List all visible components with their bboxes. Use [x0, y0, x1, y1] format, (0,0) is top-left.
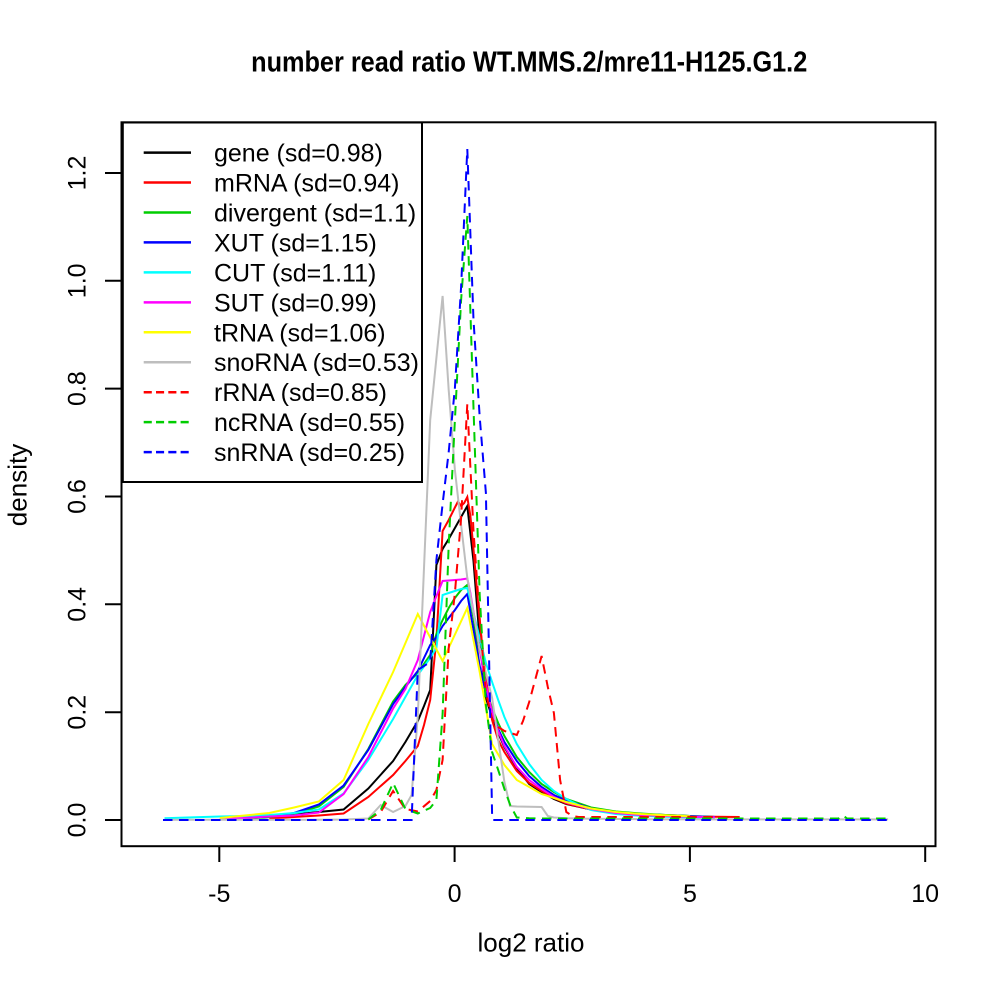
svg-text:0.6: 0.6 — [64, 479, 92, 514]
svg-text:10: 10 — [911, 880, 939, 908]
svg-text:snRNA (sd=0.25): snRNA (sd=0.25) — [214, 439, 405, 467]
svg-text:rRNA (sd=0.85): rRNA (sd=0.85) — [214, 379, 387, 407]
svg-text:1.0: 1.0 — [64, 263, 92, 298]
svg-text:log2 ratio: log2 ratio — [478, 928, 585, 958]
svg-text:snoRNA (sd=0.53): snoRNA (sd=0.53) — [214, 349, 419, 377]
svg-text:5: 5 — [683, 880, 697, 908]
svg-text:mRNA (sd=0.94): mRNA (sd=0.94) — [214, 170, 400, 198]
svg-text:XUT (sd=1.15): XUT (sd=1.15) — [214, 229, 377, 257]
svg-text:-5: -5 — [208, 880, 230, 908]
svg-text:ncRNA (sd=0.55): ncRNA (sd=0.55) — [214, 409, 405, 437]
svg-text:gene (sd=0.98): gene (sd=0.98) — [214, 140, 383, 168]
svg-text:number read ratio WT.MMS.2/mre: number read ratio WT.MMS.2/mre11-H125.G1… — [251, 45, 807, 78]
svg-text:tRNA (sd=1.06): tRNA (sd=1.06) — [214, 319, 386, 347]
svg-text:0.4: 0.4 — [64, 587, 92, 622]
svg-text:0.2: 0.2 — [64, 695, 92, 730]
svg-text:SUT (sd=0.99): SUT (sd=0.99) — [214, 289, 377, 317]
svg-text:1.2: 1.2 — [64, 156, 92, 191]
svg-text:CUT (sd=1.11): CUT (sd=1.11) — [214, 259, 376, 287]
svg-text:density: density — [3, 444, 33, 526]
svg-text:0: 0 — [448, 880, 462, 908]
svg-text:0.8: 0.8 — [64, 371, 92, 406]
svg-text:divergent (sd=1.1): divergent (sd=1.1) — [214, 200, 416, 228]
svg-text:0.0: 0.0 — [64, 803, 92, 838]
